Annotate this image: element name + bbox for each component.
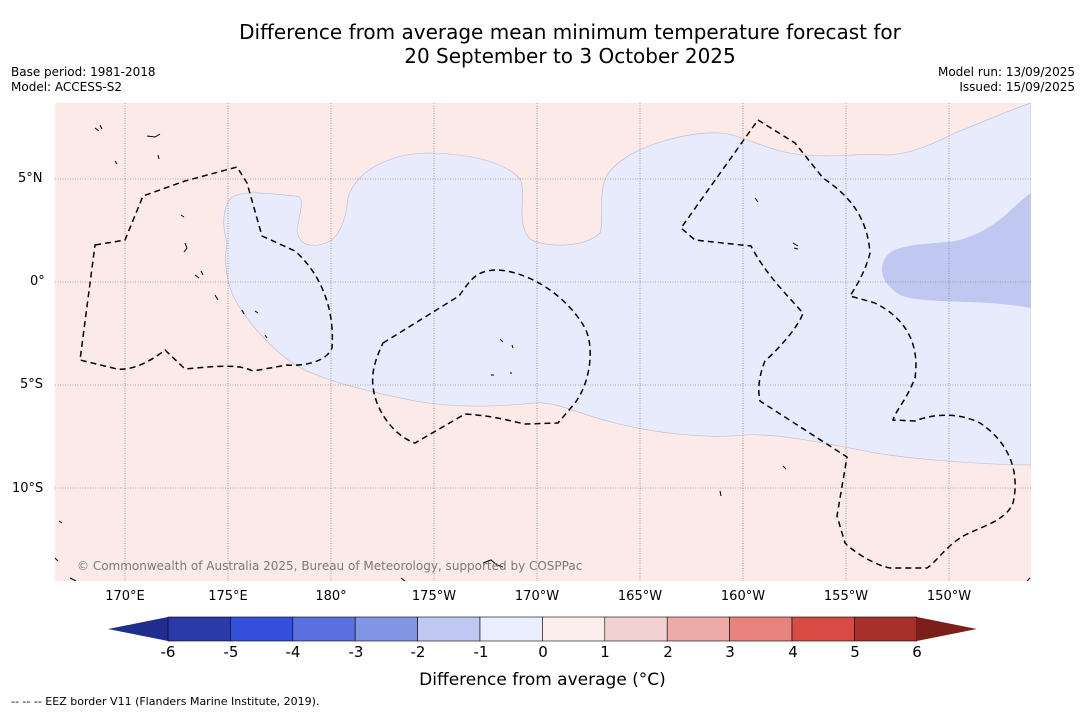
eez-kiribati-phoenix — [371, 269, 591, 444]
lon-label-175w: 175°W — [411, 589, 457, 604]
colorbar-segment — [354, 616, 418, 642]
eez-footnote: -- -- -- EEZ border V11 (Flanders Marine… — [11, 695, 320, 708]
lat-label-0: 0° — [30, 274, 45, 289]
colorbar-tick: 1 — [600, 643, 610, 661]
colorbar-segment — [417, 616, 481, 642]
lat-label-5n: 5°N — [18, 171, 43, 186]
colorbar-tick: -4 — [285, 643, 301, 661]
colorbar-tick: -3 — [348, 643, 364, 661]
colorbar-segment — [230, 616, 294, 642]
map-title: Difference from average mean minimum tem… — [0, 20, 1085, 68]
islands — [55, 124, 1031, 581]
model-run: Model run: 13/09/2025 — [937, 65, 1075, 79]
title-line-2: 20 September to 3 October 2025 — [404, 44, 736, 68]
colorbar-segment — [666, 616, 730, 642]
lon-label-170e: 170°E — [105, 589, 145, 604]
colorbar-svg — [108, 616, 977, 642]
colorbar-tick: -2 — [410, 643, 426, 661]
title-line-1: Difference from average mean minimum tem… — [239, 20, 901, 44]
colorbar-segment — [542, 616, 606, 642]
graticule — [55, 103, 1031, 581]
forecast-map: © Commonwealth of Australia 2025, Bureau… — [55, 103, 1031, 581]
colorbar-segment — [729, 616, 793, 642]
issued-date: Issued: 15/09/2025 — [959, 80, 1075, 94]
colorbar-tick: 0 — [538, 643, 548, 661]
lat-label-5s: 5°S — [20, 377, 44, 392]
colorbar-tick: 6 — [912, 643, 922, 661]
colorbar-tick: -1 — [473, 643, 489, 661]
lat-label-10s: 10°S — [12, 481, 44, 496]
colorbar-tick: 2 — [663, 643, 673, 661]
lon-label-175e: 175°E — [208, 589, 248, 604]
lon-label-170w: 170°W — [514, 589, 560, 604]
meta-right: Model run: 13/09/2025 Issued: 15/09/2025 — [938, 65, 1075, 95]
eez-kiribati-line — [679, 118, 1016, 569]
map-svg: © Commonwealth of Australia 2025, Bureau… — [55, 103, 1031, 581]
colorbar-tick: 4 — [788, 643, 798, 661]
lon-label-180: 180° — [315, 589, 347, 604]
base-period: Base period: 1981-2018 — [11, 65, 156, 79]
colorbar — [108, 616, 978, 646]
colorbar-tick: 3 — [725, 643, 735, 661]
colorbar-tick: 5 — [850, 643, 860, 661]
moderate-cool-region — [881, 193, 1031, 308]
lon-label-165w: 165°W — [617, 589, 663, 604]
colorbar-segment — [167, 616, 231, 642]
model-name: Model: ACCESS-S2 — [11, 80, 123, 94]
copyright-text: © Commonwealth of Australia 2025, Bureau… — [77, 559, 582, 573]
colorbar-segment — [854, 616, 918, 642]
cool-anomaly-region — [223, 103, 1031, 466]
colorbar-segment — [791, 616, 855, 642]
colorbar-segment — [292, 616, 356, 642]
eez-borders — [79, 118, 1016, 569]
colorbar-tick: -5 — [223, 643, 239, 661]
colorbar-segment — [479, 616, 543, 642]
colorbar-extend-min — [108, 617, 168, 641]
colorbar-extend-max — [916, 617, 977, 641]
colorbar-segment — [604, 616, 668, 642]
lon-label-150w: 150°W — [926, 589, 972, 604]
colorbar-tick: -6 — [160, 643, 176, 661]
colorbar-label: Difference from average (°C) — [419, 670, 666, 690]
lon-label-155w: 155°W — [823, 589, 869, 604]
meta-left: Base period: 1981-2018 Model: ACCESS-S2 — [11, 65, 156, 95]
lon-label-160w: 160°W — [720, 589, 766, 604]
